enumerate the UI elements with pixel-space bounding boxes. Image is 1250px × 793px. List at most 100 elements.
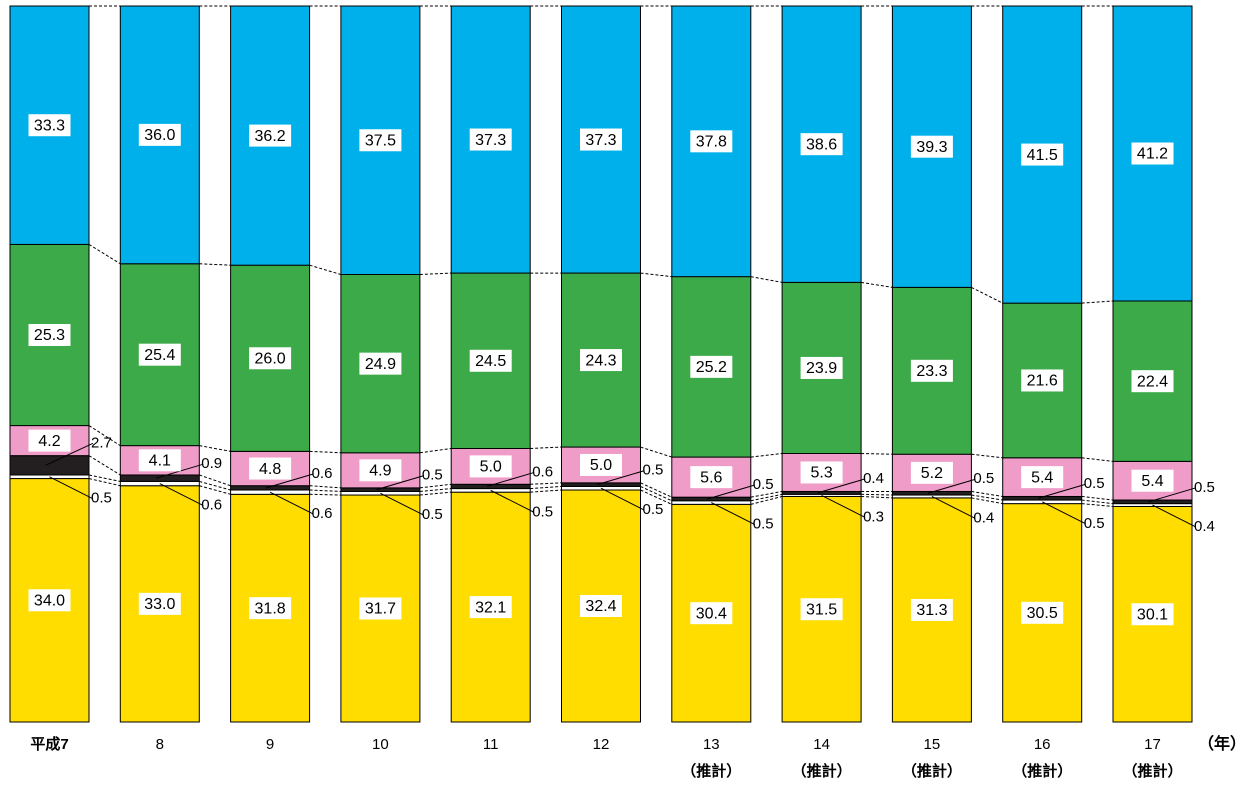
- value-label-box: [138, 123, 181, 146]
- callout-line: [1041, 501, 1086, 525]
- value-label: 4.8: [259, 461, 281, 478]
- callout-line: [269, 491, 314, 515]
- x-tick-label: 12: [593, 736, 610, 753]
- x-tick-label: 9: [266, 736, 274, 753]
- value-label-box: [800, 356, 843, 379]
- callout-label: 0.5: [422, 506, 443, 523]
- connector: [419, 272, 452, 275]
- callout-line: [380, 492, 425, 516]
- value-label: 5.0: [590, 457, 612, 474]
- connector: [640, 446, 672, 458]
- callout-label: 0.6: [201, 497, 222, 514]
- value-label-box: [1131, 469, 1174, 492]
- connector: [971, 453, 1003, 459]
- callout-label: 0.5: [1194, 479, 1215, 496]
- callout-label: 0.4: [863, 470, 884, 487]
- connector: [199, 474, 231, 487]
- callout-line: [1152, 504, 1197, 528]
- connector: [530, 489, 562, 493]
- connector: [750, 276, 783, 283]
- value-label-box: [359, 352, 402, 375]
- value-label-box: [1131, 142, 1174, 165]
- value-label: 37.5: [365, 132, 396, 149]
- callout-label: 0.3: [863, 508, 884, 525]
- value-label: 4.2: [38, 433, 60, 450]
- x-tick-note: （推計）: [902, 762, 962, 780]
- x-tick-label: 17: [1144, 736, 1161, 753]
- value-label: 21.6: [1027, 373, 1058, 390]
- value-label: 22.4: [1137, 373, 1168, 390]
- connector: [1081, 503, 1114, 507]
- value-label-box: [249, 347, 292, 370]
- value-label: 30.5: [1027, 605, 1058, 622]
- value-label: 5.0: [480, 459, 502, 476]
- value-label: 41.5: [1027, 147, 1058, 164]
- callout-line: [376, 475, 425, 491]
- connector: [750, 490, 783, 498]
- callout-line: [486, 471, 535, 487]
- connector: [640, 485, 673, 502]
- callout-line: [596, 470, 645, 486]
- connector: [199, 263, 231, 266]
- connector: [309, 489, 341, 492]
- value-label-box: [249, 597, 292, 620]
- callout-line: [490, 489, 535, 513]
- connector: [750, 495, 783, 505]
- connector: [971, 494, 1003, 501]
- value-label: 5.6: [700, 469, 722, 486]
- connector: [861, 495, 893, 499]
- connector: [971, 286, 1003, 304]
- value-label-box: [690, 602, 733, 625]
- x-tick-label: 8: [156, 736, 164, 753]
- value-label-box: [580, 349, 622, 372]
- x-tick-label: 10: [372, 736, 389, 753]
- connector: [419, 447, 452, 454]
- x-tick-label: 平成7: [30, 735, 68, 753]
- callout-label: 0.4: [973, 509, 994, 526]
- callout-label: 0.4: [1194, 518, 1215, 535]
- value-label: 5.2: [921, 465, 943, 482]
- callout-label: 0.5: [753, 516, 774, 533]
- value-label-box: [1021, 143, 1064, 166]
- value-label: 31.5: [806, 601, 837, 618]
- connector: [309, 264, 342, 275]
- connector: [309, 485, 341, 489]
- value-label-box: [800, 133, 843, 156]
- value-label-box: [910, 461, 953, 484]
- value-label: 37.3: [585, 132, 616, 149]
- callout-label: 0.9: [201, 455, 222, 472]
- connector: [309, 450, 341, 454]
- value-label-box: [580, 128, 622, 151]
- value-label-box: [690, 466, 733, 489]
- x-tick-label: 11: [483, 736, 499, 753]
- value-label: 33.3: [34, 117, 65, 134]
- value-label: 37.3: [475, 132, 506, 149]
- connector: [861, 453, 893, 455]
- bar-segment: [119, 474, 200, 482]
- value-label: 32.4: [585, 598, 616, 615]
- value-label: 23.3: [916, 363, 947, 380]
- connector: [1081, 499, 1114, 505]
- value-label-box: [1021, 369, 1064, 392]
- value-label-box: [249, 124, 292, 147]
- connector: [861, 281, 893, 288]
- value-label-box: [138, 343, 181, 366]
- callout-label: 0.5: [643, 462, 664, 479]
- callout-label: 0.5: [1084, 475, 1105, 492]
- bar-segment: [9, 455, 90, 476]
- connector: [750, 493, 783, 502]
- value-label-box: [469, 128, 512, 151]
- connector: [419, 483, 452, 489]
- value-label-box: [910, 598, 953, 621]
- callout-label: 0.5: [973, 470, 994, 487]
- callout-line: [817, 478, 866, 494]
- connector: [530, 482, 562, 485]
- value-label: 30.4: [696, 605, 727, 622]
- connector: [309, 493, 341, 496]
- connector: [199, 480, 231, 491]
- value-label: 39.3: [916, 139, 947, 156]
- connector: [199, 445, 231, 452]
- x-tick-note: （推計）: [792, 762, 852, 780]
